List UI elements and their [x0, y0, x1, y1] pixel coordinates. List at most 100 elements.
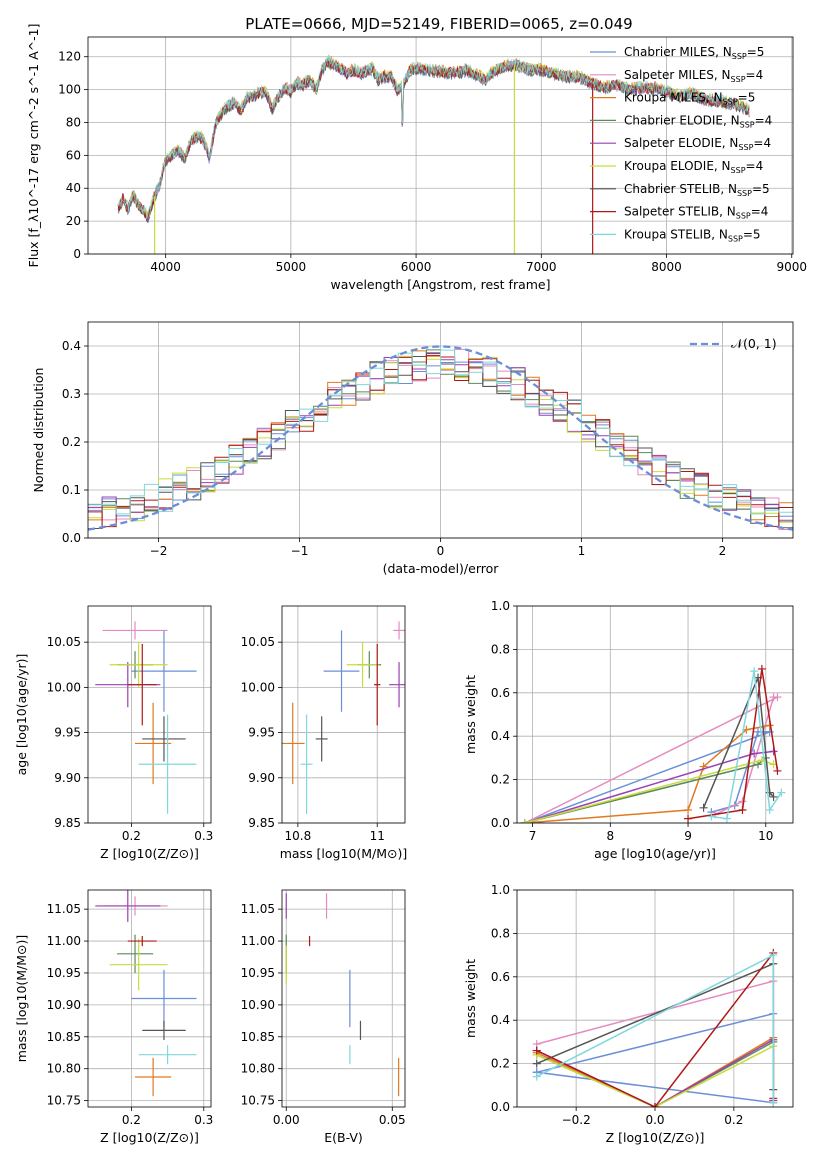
y-tick-label: 0.3	[62, 387, 81, 401]
y-tick-label: 10.00	[241, 680, 275, 694]
y-tick-label: 120	[58, 50, 81, 64]
y-tick-label: 9.90	[248, 771, 275, 785]
legend-value: =4	[746, 159, 764, 173]
legend-label: Kroupa MILES, NSSP=5	[624, 91, 755, 107]
legend-label: Salpeter ELODIE, NSSP=4	[624, 136, 771, 152]
x-tick-label: 0.3	[194, 829, 213, 843]
y-tick-label: 0.4	[491, 729, 510, 743]
legend-label: 𝒩(0, 1)	[731, 336, 777, 351]
x-tick-label: 0.00	[273, 1113, 300, 1127]
axes-frame	[281, 889, 406, 1108]
x-tick-label: 0.2	[122, 829, 141, 843]
legend-value: =4	[755, 113, 773, 127]
weight-line	[687, 668, 779, 820]
x-axis-label: (data-model)/error	[383, 561, 500, 576]
y-tick-label: 9.85	[248, 816, 275, 830]
y-tick-label: 11.00	[47, 934, 81, 948]
weight-line	[524, 731, 770, 823]
weight-line	[524, 696, 778, 823]
axes-frame	[87, 889, 212, 1108]
legend-subscript: SSP	[736, 212, 751, 221]
y-tick-label: 10.95	[47, 966, 81, 980]
weight-marker	[738, 805, 747, 814]
weight-marker	[722, 814, 731, 823]
weight-marker	[738, 797, 747, 806]
spectrum-line-kroupa-stelib	[117, 55, 750, 220]
y-tick-label: 40	[66, 181, 81, 195]
legend-label: Chabrier MILES, NSSP=5	[624, 45, 764, 61]
plot-area	[95, 621, 197, 814]
x-tick-label: 1	[578, 544, 586, 558]
y-axis-label: Flux [f_λ10^-17 erg cm^-2 s^-1 A^-1]	[26, 24, 41, 268]
axes-frame	[87, 605, 212, 824]
y-tick-label: 0.2	[491, 1057, 510, 1071]
axes-frame	[87, 36, 794, 255]
weight-line	[524, 750, 774, 823]
y-tick-label: 0.4	[62, 339, 81, 353]
y-tick-label: 11.05	[241, 902, 275, 916]
x-axis-label: Z [log10(Z/Z⊙)]	[606, 1130, 705, 1145]
weight-marker	[699, 803, 708, 812]
y-tick-label: 0.8	[491, 926, 510, 940]
legend-label: Salpeter MILES, NSSP=4	[624, 68, 763, 84]
y-tick-label: 100	[58, 83, 81, 97]
weight-marker	[765, 805, 774, 814]
y-tick-label: 0.6	[491, 686, 510, 700]
x-axis-label: mass [log10(M/M⊙)]	[280, 846, 408, 861]
panel-weight-vs-Z: −0.2 0.0 0.2 0.0 0.2 0.4 0.6 0.8 1.0 Z [log10(Z/Z…	[463, 883, 794, 1145]
y-tick-label: 10.80	[47, 1062, 81, 1076]
weight-marker	[769, 1098, 778, 1107]
x-axis-label: Z [log10(Z/Z⊙)]	[100, 846, 199, 861]
x-tick-label: 11	[370, 829, 385, 843]
y-tick-label: 10.75	[47, 1094, 81, 1108]
y-tick-label: 10.75	[241, 1094, 275, 1108]
x-tick-label: 6000	[401, 260, 432, 274]
legend-subscript: SSP	[732, 52, 747, 61]
weight-marker	[769, 951, 778, 960]
x-tick-label: −1	[291, 544, 309, 558]
axes-frame	[516, 605, 794, 824]
grid	[88, 890, 211, 1107]
y-tick-label: 10.05	[47, 635, 81, 649]
ticks: 0.00 0.05 10.75 10.80 10.85 10.90 10.95 11.00 11…	[241, 902, 406, 1127]
panel-spectrum: 4000 5000 6000 7000 8000 9000 0 20 40 60 80 100 120 w…	[26, 24, 807, 292]
legend-subscript: SSP	[737, 189, 752, 198]
legend-value: =5	[743, 227, 761, 241]
y-tick-label: 80	[66, 115, 81, 129]
legend-value: =4	[746, 68, 764, 82]
weight-line	[524, 724, 770, 823]
y-tick-label: 0.4	[491, 1013, 510, 1027]
ticks: −0.2 0.0 0.2 0.0 0.2 0.4 0.6 0.8 1.0	[491, 883, 743, 1127]
legend-label: Chabrier STELIB, NSSP=5	[624, 182, 770, 198]
weight-marker	[773, 766, 782, 775]
legend-subscript: SSP	[731, 75, 746, 84]
panel-age-vs-Z: 0.2 0.3 9.85 9.90 9.95 10.00 10.05 Z [log10(Z/Z…	[14, 605, 213, 861]
y-tick-label: 0.0	[491, 816, 510, 830]
x-tick-label: 10.8	[285, 829, 312, 843]
x-tick-label: 0.2	[122, 1113, 141, 1127]
y-axis-label: mass weight	[463, 675, 478, 754]
y-tick-label: 10.90	[47, 998, 81, 1012]
x-tick-label: 5000	[276, 260, 307, 274]
normal-curve	[88, 345, 793, 531]
y-axis-label: mass [log10(M/M⊙)]	[14, 935, 29, 1063]
weight-marker	[707, 812, 716, 821]
x-tick-label: 4000	[150, 260, 181, 274]
y-tick-label: 10.95	[241, 966, 275, 980]
y-tick-label: 9.95	[248, 726, 275, 740]
weight-marker	[532, 1059, 541, 1068]
y-tick-label: 10.80	[241, 1062, 275, 1076]
weight-marker	[769, 792, 778, 801]
histogram-kroupa-stelib	[88, 349, 793, 515]
x-tick-label: 8	[606, 829, 614, 843]
x-tick-label: 8000	[651, 260, 682, 274]
x-axis-label: Z [log10(Z/Z⊙)]	[100, 1130, 199, 1145]
weight-marker	[750, 749, 759, 758]
y-tick-label: 1.0	[491, 883, 510, 897]
ticks: −2 −1 0 1 2 0.0 0.1 0.2 0.3 0.4	[62, 339, 726, 558]
weight-marker	[651, 1103, 659, 1107]
plot-area	[520, 664, 786, 823]
x-tick-label: 0.05	[379, 1113, 406, 1127]
weight-marker	[532, 1046, 541, 1055]
